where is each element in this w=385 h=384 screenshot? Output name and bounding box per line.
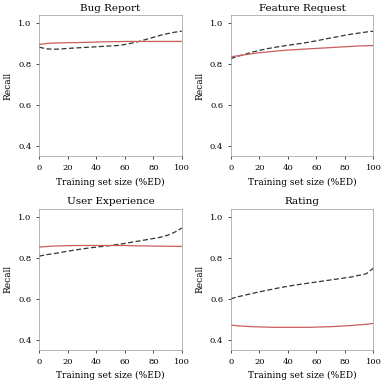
- Title: Rating: Rating: [285, 197, 320, 207]
- Y-axis label: Recall: Recall: [195, 71, 204, 99]
- X-axis label: Training set size (%ED): Training set size (%ED): [248, 177, 357, 187]
- Y-axis label: Recall: Recall: [3, 71, 13, 99]
- X-axis label: Training set size (%ED): Training set size (%ED): [56, 371, 165, 381]
- Title: Feature Request: Feature Request: [259, 3, 346, 13]
- X-axis label: Training set size (%ED): Training set size (%ED): [248, 371, 357, 381]
- Y-axis label: Recall: Recall: [195, 265, 204, 293]
- Y-axis label: Recall: Recall: [3, 265, 13, 293]
- Title: User Experience: User Experience: [67, 197, 154, 207]
- X-axis label: Training set size (%ED): Training set size (%ED): [56, 177, 165, 187]
- Title: Bug Report: Bug Report: [80, 3, 141, 13]
